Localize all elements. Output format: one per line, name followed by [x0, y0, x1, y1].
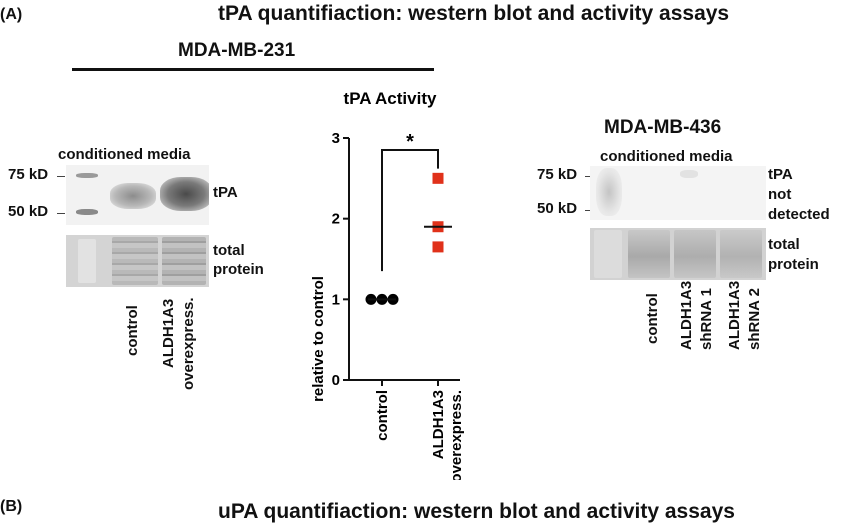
lane-label-shrna1: shRNA 1 [698, 288, 715, 350]
ladder-band-75 [76, 173, 98, 178]
kd-75-label-2: 75 kD [537, 166, 578, 183]
y-tick-label: 3 [332, 130, 340, 147]
panel-b-title: uPA quantifiaction: western blot and act… [218, 500, 735, 523]
ladder-smear-436 [596, 168, 622, 216]
x-tick-label: overexpress. [448, 390, 465, 480]
panel-a-title: tPA quantifiaction: western blot and act… [218, 2, 730, 25]
total-protein-label-2-line2: protein [768, 256, 819, 273]
lane-label-aldh1a3-1: ALDH1A3 [160, 298, 177, 368]
total-protein-ladder [78, 239, 96, 283]
ladder-band-50 [76, 209, 98, 215]
tpa-activity-chart: tPA Activity relative to control 0 1 2 3 con… [310, 89, 465, 480]
y-tick-label: 1 [332, 291, 340, 308]
tpa-band-label: tPA [213, 184, 238, 201]
conditioned-media-label-2: conditioned media [600, 148, 733, 165]
kd-50-tick-2 [585, 210, 593, 211]
lane-label-shrna2: shRNA 2 [746, 288, 763, 350]
total-protein-blot-1 [66, 235, 209, 287]
cell-line-label-231: MDA-MB-231 [178, 40, 296, 61]
lane-label-aldh1a3-2: ALDH1A3 [678, 280, 695, 350]
conditioned-media-label-1: conditioned media [58, 146, 191, 163]
not-detected-line3: detected [768, 206, 830, 223]
lane-label-control-1: control [124, 305, 141, 356]
chart-title: tPA Activity [344, 89, 437, 108]
total-protein-label-1-line1: total [213, 242, 245, 259]
tpa-band-control [110, 183, 156, 209]
chart-layer: 0 1 2 3 control ALDH1A3 overexpress. * [332, 130, 465, 480]
faint-band-436 [680, 170, 698, 178]
kd-75-label-1: 75 kD [8, 166, 49, 183]
total-protein-label-1-line2: protein [213, 261, 264, 278]
x-tick-label: ALDH1A3 [430, 390, 447, 459]
total-protein-control [112, 237, 158, 285]
total-protein-436-control [628, 230, 670, 278]
y-tick-label: 2 [332, 211, 340, 228]
lane-label-control-2: control [644, 293, 661, 344]
total-protein-blot-2 [590, 228, 766, 280]
kd-75-tick-1 [57, 176, 65, 177]
panel-b-letter: (B) [0, 498, 23, 515]
lane-label-overexpress-1: overexpress. [180, 297, 197, 390]
kd-75-tick-2 [585, 176, 593, 177]
western-blot-tpa-436 [590, 166, 766, 220]
data-point-overexpress [432, 241, 444, 253]
significance-star: * [406, 131, 414, 153]
total-protein-label-2-line1: total [768, 236, 800, 253]
total-protein-436-shrna1 [674, 230, 716, 278]
kd-50-label-1: 50 kD [8, 203, 49, 220]
x-tick-label: control [374, 390, 391, 441]
y-tick-label: 0 [332, 372, 340, 389]
cell-line-label-436: MDA-MB-436 [604, 117, 722, 138]
kd-50-label-2: 50 kD [537, 200, 578, 217]
western-blot-tpa [66, 165, 209, 225]
tpa-band-overexpress [160, 177, 209, 211]
not-detected-line1: tPA [768, 166, 793, 183]
chart-y-axis-label: relative to control [310, 276, 327, 402]
cell-line-underline [72, 68, 434, 71]
total-protein-436-ladder [594, 230, 622, 278]
not-detected-line2: not [768, 186, 792, 203]
kd-50-tick-1 [57, 213, 65, 214]
lane-label-aldh1a3-3: ALDH1A3 [726, 280, 743, 350]
panel-a-letter: (A) [0, 6, 23, 23]
total-protein-436-shrna2 [720, 230, 762, 278]
data-point-overexpress [432, 172, 444, 184]
significance-bracket [381, 149, 439, 272]
total-protein-overexpress [162, 237, 206, 285]
